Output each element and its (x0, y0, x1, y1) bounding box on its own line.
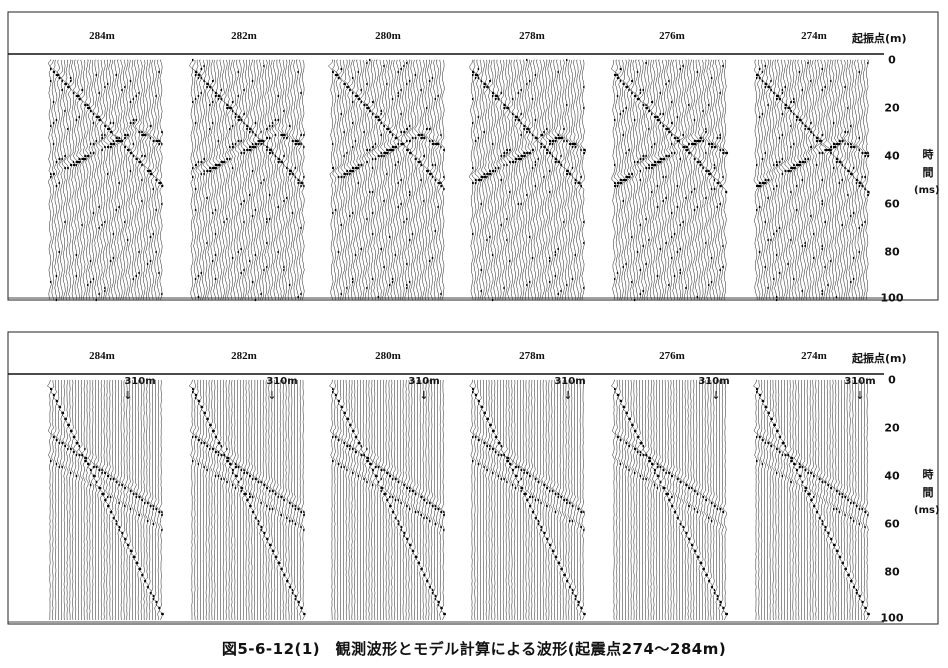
waveform-gather-284m (47, 379, 165, 621)
time-tick-0: 0 (888, 53, 896, 67)
shot-label-280m: 280m (375, 30, 401, 42)
time-tick-80: 80 (884, 565, 900, 579)
receiver-marker-label: 310m (844, 376, 876, 387)
receiver-marker-label: 310m (408, 376, 440, 387)
time-tick-100: 100 (880, 291, 904, 305)
source-point-label: 起振点(m) (852, 352, 907, 365)
shot-label-274m: 274m (801, 30, 827, 42)
time-tick-60: 60 (884, 197, 900, 211)
shot-label-276m: 276m (659, 350, 685, 362)
receiver-marker-arrow: ↓ (267, 389, 277, 402)
receiver-marker-arrow: ↓ (419, 389, 429, 402)
waveform-gather-282m (188, 379, 306, 621)
waveform-gather-284m (47, 59, 164, 302)
receiver-marker-arrow: ↓ (123, 389, 133, 402)
shot-label-282m: 282m (231, 350, 257, 362)
shot-label-284m: 284m (89, 350, 115, 362)
time-tick-60: 60 (884, 517, 900, 531)
receiver-marker-label: 310m (266, 376, 298, 387)
model-waveform-panel: 284m 282m 280m 278m 276m 274m 起振点(m) 310… (4, 328, 942, 628)
time-axis-char-1: 時 (922, 148, 934, 161)
waveform-gather-280m (329, 379, 447, 621)
time-axis-char-1: 時 (922, 468, 934, 481)
waveform-gather-278m (468, 58, 586, 302)
receiver-marker-label: 310m (554, 376, 586, 387)
receiver-marker-arrow: ↓ (711, 389, 721, 402)
time-axis-char-2: 間 (922, 166, 934, 179)
time-tick-40: 40 (884, 469, 900, 483)
time-tick-40: 40 (884, 149, 900, 163)
source-point-label: 起振点(m) (852, 32, 907, 45)
waveform-gather-276m (610, 379, 729, 621)
receiver-marker-label: 310m (124, 376, 156, 387)
shot-label-278m: 278m (519, 30, 545, 42)
shot-label-284m: 284m (89, 30, 115, 42)
waveform-gather-280m (328, 58, 446, 301)
time-tick-20: 20 (884, 101, 900, 115)
observed-waveform-plot (7, 11, 939, 302)
shot-label-282m: 282m (231, 30, 257, 42)
figure-caption: 図5-6-12(1) 観測波形とモデル計算による波形(起震点274～284m) (221, 640, 727, 658)
shot-label-274m: 274m (801, 350, 827, 362)
waveform-gather-282m (189, 58, 305, 302)
waveform-gather-276m (611, 59, 729, 302)
waveform-gather-274m (753, 59, 870, 302)
time-axis-unit: (ms) (914, 185, 940, 196)
shot-label-278m: 278m (519, 350, 545, 362)
time-axis-unit: (ms) (914, 505, 940, 516)
time-tick-100: 100 (880, 611, 904, 625)
shot-label-276m: 276m (659, 30, 685, 42)
model-waveform-plot (7, 331, 939, 625)
shot-label-280m: 280m (375, 350, 401, 362)
time-axis-char-2: 間 (922, 486, 934, 499)
receiver-marker-arrow: ↓ (563, 389, 573, 402)
waveform-gather-274m (753, 379, 871, 621)
waveform-gather-278m (469, 379, 586, 621)
observed-waveform-panel: 284m 282m 280m 278m 276m 274m 起振点(m) 0 2… (4, 8, 942, 305)
panel-frame (7, 331, 939, 625)
time-tick-0: 0 (888, 373, 896, 387)
time-tick-20: 20 (884, 421, 900, 435)
receiver-marker-arrow: ↓ (855, 389, 865, 402)
receiver-marker-label: 310m (698, 376, 730, 387)
time-tick-80: 80 (884, 245, 900, 259)
